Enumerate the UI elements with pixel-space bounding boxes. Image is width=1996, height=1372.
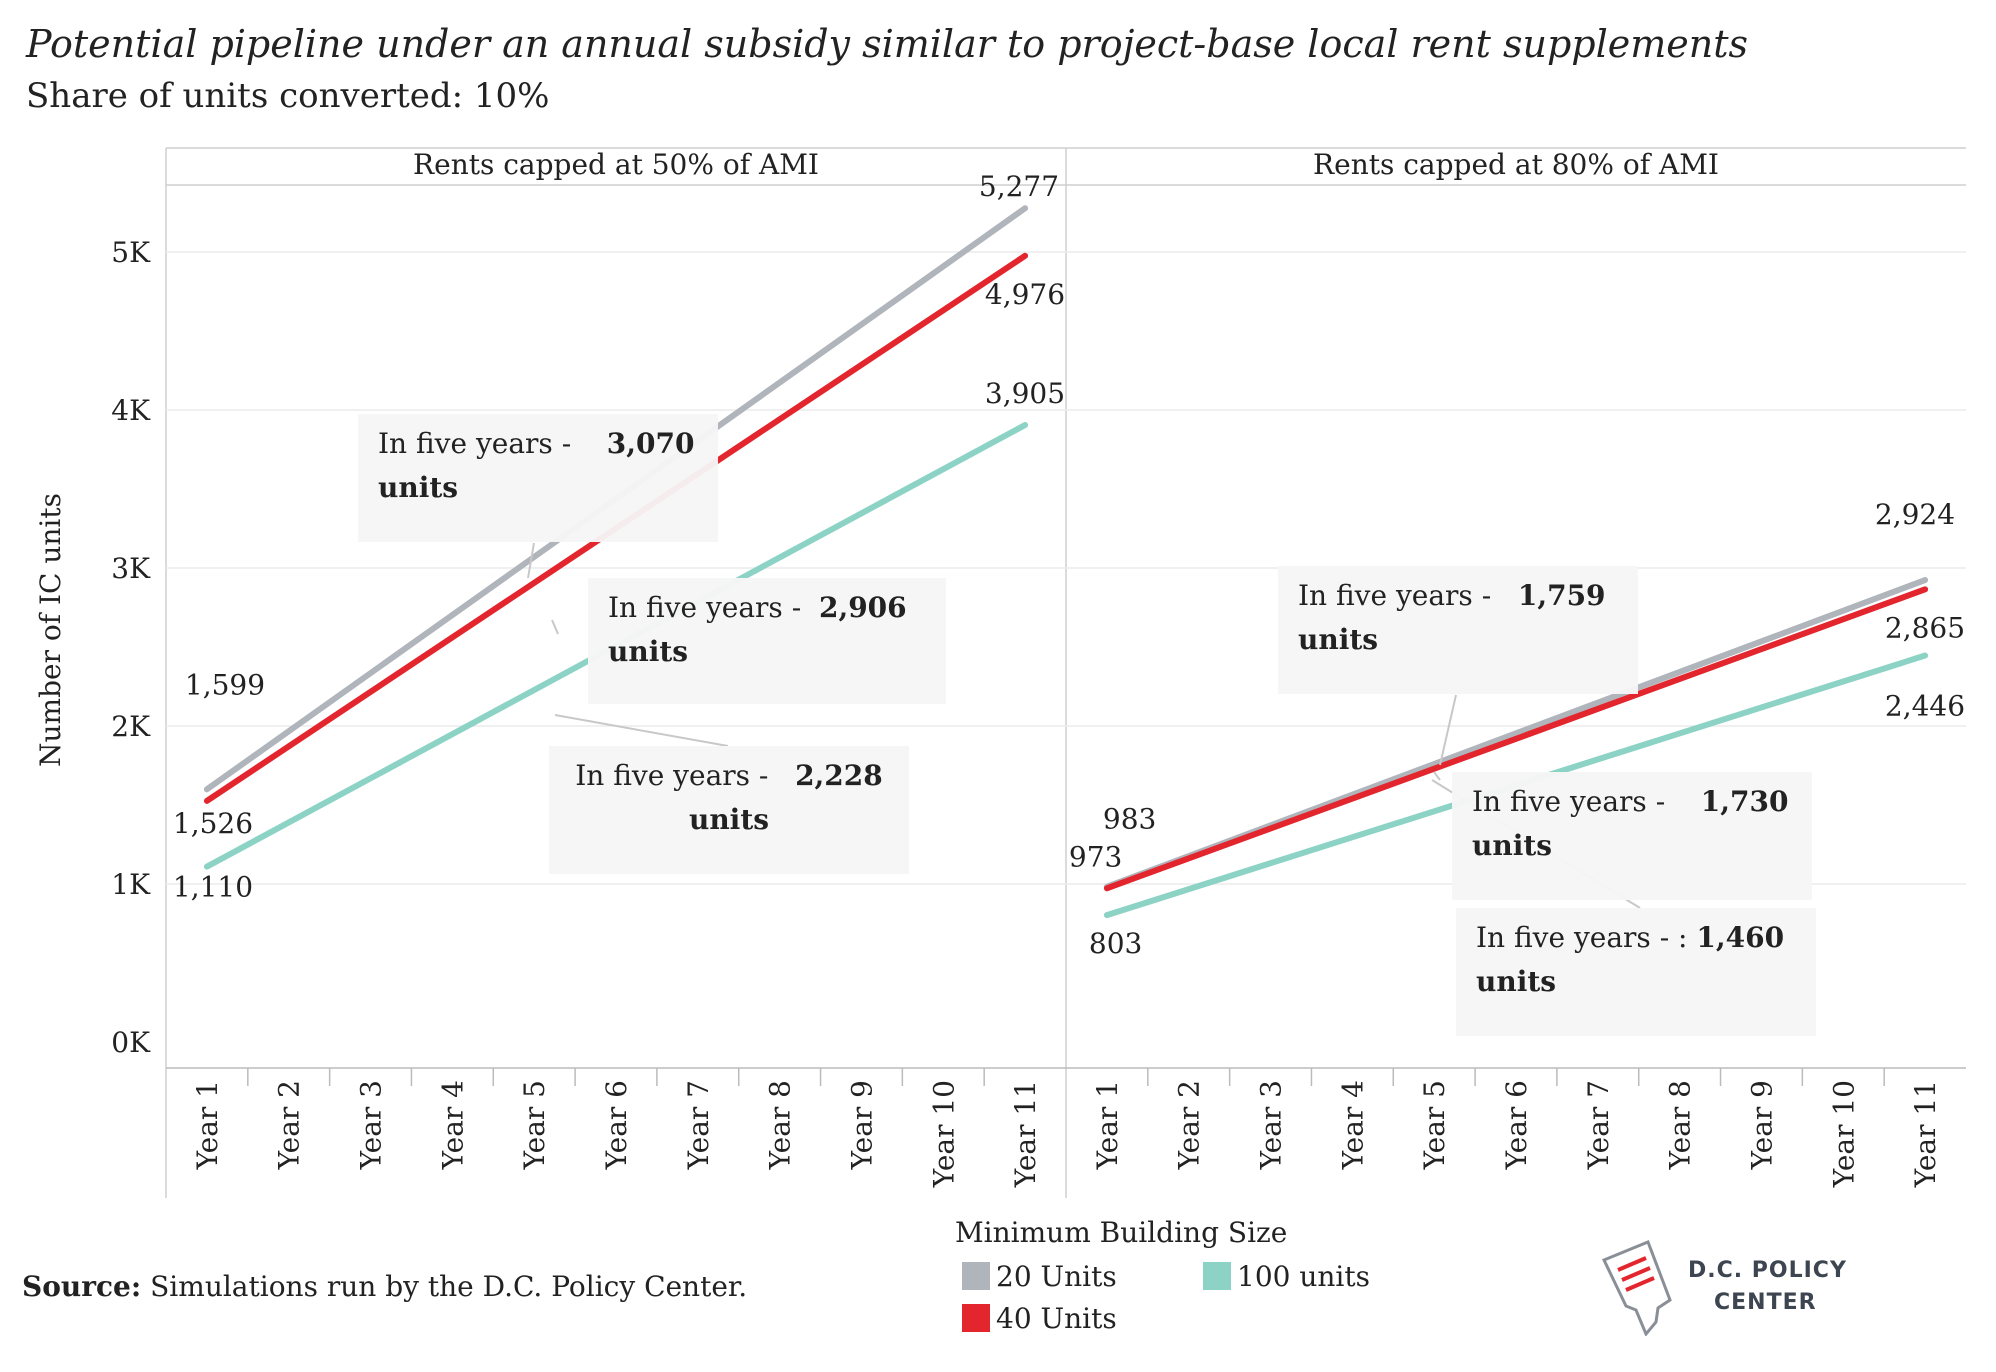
callout-leader-line xyxy=(554,714,729,747)
data-label-end: 3,905 xyxy=(985,377,1065,410)
dc-map-logo-icon xyxy=(1601,1240,1672,1336)
legend-item-20-units: 20 Units xyxy=(962,1260,1117,1293)
data-label-start: 983 xyxy=(1103,803,1156,836)
legend-item-100-units: 100 units xyxy=(1203,1260,1370,1293)
legend-swatch xyxy=(1203,1262,1231,1290)
callout-50-100units: In five years - 2,228 units xyxy=(549,746,909,874)
x-tick-label: Year 11 xyxy=(1009,1080,1042,1188)
source-label: Source: xyxy=(22,1270,142,1303)
x-tick-label: Year 9 xyxy=(1745,1080,1778,1170)
callout-50-20units: In five years - 3,070 units xyxy=(358,414,718,542)
data-label-start: 1,526 xyxy=(173,807,253,840)
legend-swatch xyxy=(962,1304,990,1332)
x-tick-label: Year 7 xyxy=(682,1080,715,1170)
series-line-40-units xyxy=(1103,586,1929,892)
callout-80-100units: In five years - : 1,460 units xyxy=(1456,908,1816,1036)
source-text: Simulations run by the D.C. Policy Cente… xyxy=(150,1270,748,1303)
dc-policy-center-logo: D.C. POLICY CENTER xyxy=(1596,1240,1846,1340)
callout-80-20units: In five years - 1,759 units xyxy=(1278,566,1638,694)
x-tick-label: Year 5 xyxy=(518,1080,551,1170)
y-tick-label: 5K xyxy=(111,236,151,269)
x-tick-label: Year 2 xyxy=(273,1080,306,1170)
x-tick-label: Year 4 xyxy=(1336,1080,1369,1170)
data-label-end: 5,277 xyxy=(979,170,1059,203)
panel-title: Rents capped at 50% of AMI xyxy=(413,148,819,181)
x-tick-label: Year 10 xyxy=(927,1080,960,1188)
callout-80-40units: In five years - 1,730 units xyxy=(1452,772,1812,900)
logo-line-1: D.C. POLICY xyxy=(1688,1258,1847,1283)
legend: Minimum Building Size 20 Units 100 units… xyxy=(955,1216,1370,1335)
callout-leader-line xyxy=(527,542,535,579)
x-tick-label: Year 4 xyxy=(436,1080,469,1170)
legend-title: Minimum Building Size xyxy=(955,1216,1288,1249)
x-tick-label: Year 3 xyxy=(355,1080,388,1170)
data-label-end: 2,865 xyxy=(1885,611,1965,644)
panel-title: Rents capped at 80% of AMI xyxy=(1313,148,1719,181)
data-label-start: 1,110 xyxy=(173,871,253,904)
data-label-start: 803 xyxy=(1089,927,1142,960)
x-tick-label: Year 6 xyxy=(600,1080,633,1170)
x-tick-label: Year 1 xyxy=(1091,1080,1124,1170)
callout-leader-line xyxy=(551,619,559,635)
y-tick-label: 4K xyxy=(111,394,151,427)
callout-leader-line xyxy=(1433,771,1441,781)
callout-leader-line xyxy=(1439,694,1457,766)
legend-swatch xyxy=(962,1262,990,1290)
chart-title: Potential pipeline under an annual subsi… xyxy=(26,22,1749,66)
data-label-end: 2,446 xyxy=(1885,690,1965,723)
source-note: Source: Simulations run by the D.C. Poli… xyxy=(22,1270,747,1303)
x-tick-label: Year 11 xyxy=(1909,1080,1942,1188)
logo-line-2: CENTER xyxy=(1714,1290,1817,1315)
data-label-end: 4,976 xyxy=(985,278,1065,311)
x-tick-label: Year 3 xyxy=(1255,1080,1288,1170)
x-tick-label: Year 2 xyxy=(1173,1080,1206,1170)
x-tick-label: Year 7 xyxy=(1582,1080,1615,1170)
y-tick-label: 0K xyxy=(111,1026,151,1059)
x-tick-label: Year 9 xyxy=(845,1080,878,1170)
x-tick-label: Year 8 xyxy=(764,1080,797,1170)
x-tick-label: Year 6 xyxy=(1500,1080,1533,1170)
y-tick-label: 2K xyxy=(111,710,151,743)
data-label-end: 2,924 xyxy=(1875,498,1955,531)
x-tick-label: Year 5 xyxy=(1418,1080,1451,1170)
data-label-start: 1,599 xyxy=(185,668,265,701)
data-label-start: 973 xyxy=(1069,840,1122,873)
chart-subtitle: Share of units converted: 10% xyxy=(26,76,550,116)
legend-item-40-units: 40 Units xyxy=(962,1302,1117,1335)
x-tick-label: Year 8 xyxy=(1664,1080,1697,1170)
y-tick-label: 3K xyxy=(111,552,151,585)
y-axis-label: Number of IC units xyxy=(34,493,67,767)
y-tick-label: 1K xyxy=(111,868,151,901)
x-tick-label: Year 10 xyxy=(1827,1080,1860,1188)
x-tick-label: Year 1 xyxy=(191,1080,224,1170)
callout-50-40units: In five years - 2,906 units xyxy=(588,578,946,704)
